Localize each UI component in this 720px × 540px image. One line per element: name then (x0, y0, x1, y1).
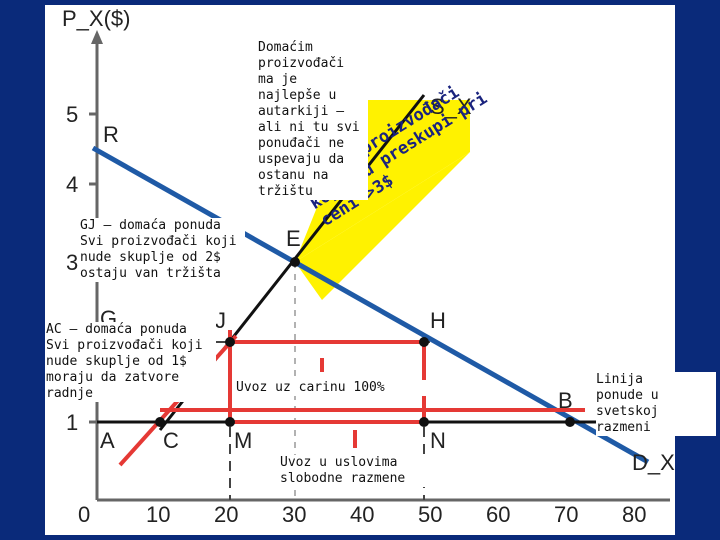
label-b: B (558, 388, 573, 413)
x-tick-label: 60 (486, 502, 510, 527)
point-j (225, 337, 235, 347)
yellow-wedge-lower (295, 152, 470, 300)
x-tick-label: 10 (146, 502, 170, 527)
point-h (419, 337, 429, 347)
point-e (290, 257, 300, 267)
import-free-label: Uvoz u uslovima slobodne razmene (280, 455, 430, 487)
y-tick-label: 5 (66, 102, 78, 127)
x-tick-label: 80 (622, 502, 646, 527)
x-ticks: 0 10 20 30 40 50 60 70 80 (78, 502, 646, 527)
import-tariff-label: Uvoz uz carinu 100% (236, 380, 436, 396)
label-e: E (286, 226, 301, 251)
y-tick-label: 4 (66, 172, 78, 197)
x-tick-label: 50 (418, 502, 442, 527)
yellow-wedge (295, 100, 470, 262)
y-axis-arrow-icon (91, 30, 103, 44)
y-axis-label: P_X($) (62, 6, 130, 31)
supply-label: S_X (430, 94, 472, 119)
x-tick-label: 30 (282, 502, 306, 527)
point-b (565, 417, 575, 427)
x-tick-label: 0 (78, 502, 90, 527)
point-n (419, 417, 429, 427)
autarky-note: Domaćim proizvođači ma je najlepše u aut… (258, 40, 368, 200)
label-a: A (100, 428, 115, 453)
label-r: R (103, 122, 119, 147)
label-c: C (163, 428, 179, 453)
point-m (225, 417, 235, 427)
label-n: N (430, 428, 446, 453)
x-tick-label: 70 (554, 502, 578, 527)
label-j: J (215, 308, 226, 333)
x-tick-label: 40 (350, 502, 374, 527)
gj-note: GJ – domaća ponuda Svi proizvođači koji … (80, 218, 245, 282)
label-h: H (430, 308, 446, 333)
ac-note: AC – domaća ponuda Svi proizvođači koji … (46, 322, 216, 402)
world-supply-note: Linija ponude u svetskoj razmeni (596, 372, 716, 436)
point-c (155, 417, 165, 427)
label-m: M (234, 428, 252, 453)
y-tick-label: 3 (66, 250, 78, 275)
demand-label: D_X (632, 450, 675, 475)
x-tick-label: 20 (214, 502, 238, 527)
y-tick-label: 1 (66, 410, 78, 435)
